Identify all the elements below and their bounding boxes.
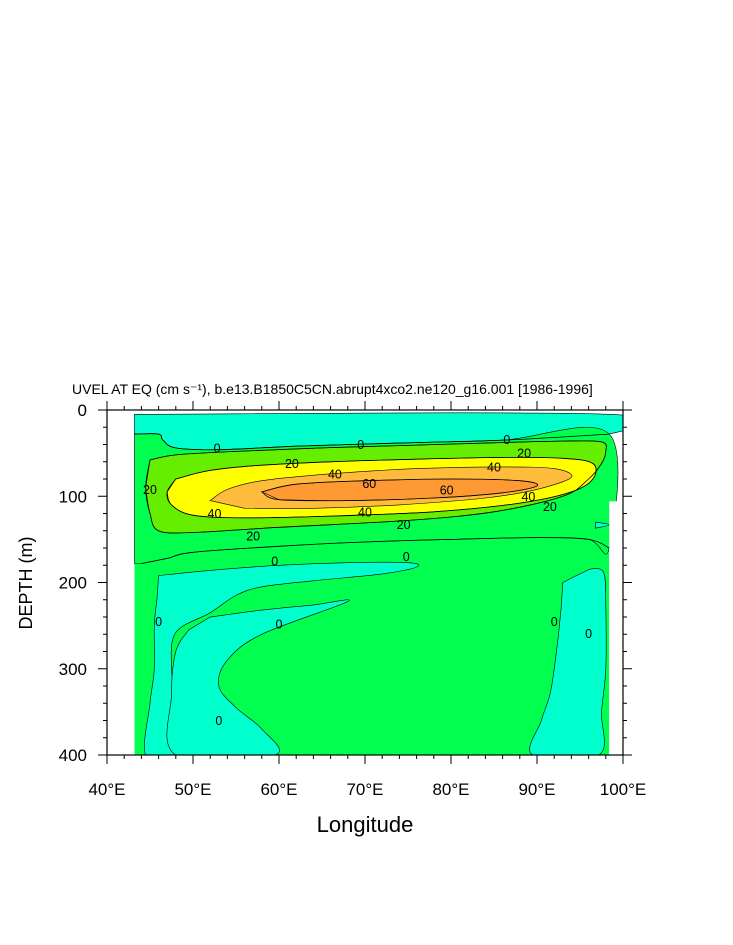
contour-label: 0 — [403, 550, 410, 564]
contour-labels: 0 0 0 20 20 40 40 20 60 60 40 40 40 20 20 20 0 0 0 0 0 0 0 — [143, 433, 592, 728]
contour-label: 0 — [276, 617, 283, 631]
contour-label: 60 — [440, 484, 454, 498]
x-tick-label: 90°E — [518, 780, 555, 799]
contour-label: 20 — [285, 457, 299, 471]
y-tick-label: 200 — [59, 574, 87, 593]
x-tick-label: 80°E — [432, 780, 469, 799]
contour-label: 20 — [397, 518, 411, 532]
region-deep-east-return — [529, 568, 607, 755]
plot-area: 0 0 0 20 20 40 40 20 60 60 40 40 40 20 20 20 0 0 0 0 0 0 0 — [134, 412, 623, 755]
y-tick-labels: 0 100 200 300 400 — [59, 401, 87, 765]
y-axis-title: DEPTH (m) — [16, 537, 36, 630]
contour-label: 0 — [357, 438, 364, 452]
contour-label: 0 — [271, 554, 278, 568]
region-deep-west-lobe — [166, 599, 350, 755]
contour-label: 0 — [215, 714, 222, 728]
contour-label: 40 — [487, 460, 501, 474]
region-deep-west-return — [144, 561, 420, 755]
x-tick-label: 40°E — [88, 780, 125, 799]
contour-label: 0 — [551, 615, 558, 629]
contour-label: 20 — [543, 500, 557, 514]
contour-line-60-4 — [260, 478, 539, 502]
x-tick-label: 70°E — [346, 780, 383, 799]
contour-label: 40 — [328, 467, 342, 481]
land-masks — [609, 501, 623, 755]
contour-lines — [134, 433, 610, 564]
x-axis-title: Longitude — [317, 812, 414, 837]
y-tick-label: 300 — [59, 660, 87, 679]
contour-label: 40 — [358, 505, 372, 519]
contour-label: 20 — [517, 447, 531, 461]
contour-line-0-1 — [141, 537, 610, 564]
contour-label: 20 — [143, 483, 157, 497]
contour-label: 0 — [155, 615, 162, 629]
land-mask-east-notch — [609, 501, 623, 755]
axis-ticks — [98, 401, 632, 764]
contour-line-0-0 — [134, 433, 610, 451]
contour-label: 0 — [503, 433, 510, 447]
y-tick-label: 100 — [59, 487, 87, 506]
x-tick-label: 60°E — [260, 780, 297, 799]
contour-line-20-2 — [145, 440, 607, 534]
contour-line-40-3 — [166, 456, 597, 519]
x-tick-label: 50°E — [174, 780, 211, 799]
x-tick-label: 100°E — [600, 780, 647, 799]
contour-fills — [134, 412, 623, 755]
contour-label: 60 — [362, 477, 376, 491]
contour-label: 40 — [521, 490, 535, 504]
contour-label: 0 — [214, 441, 221, 455]
contour-label: 40 — [208, 507, 222, 521]
contour-label: 20 — [246, 529, 260, 543]
chart-title: UVEL AT EQ (cm s⁻¹), b.e13.B1850C5CN.abr… — [72, 381, 593, 397]
x-tick-labels: 40°E 50°E 60°E 70°E 80°E 90°E 100°E — [88, 780, 646, 799]
contour-label: 0 — [585, 627, 592, 641]
y-tick-label: 400 — [59, 746, 87, 765]
y-tick-label: 0 — [78, 401, 87, 420]
